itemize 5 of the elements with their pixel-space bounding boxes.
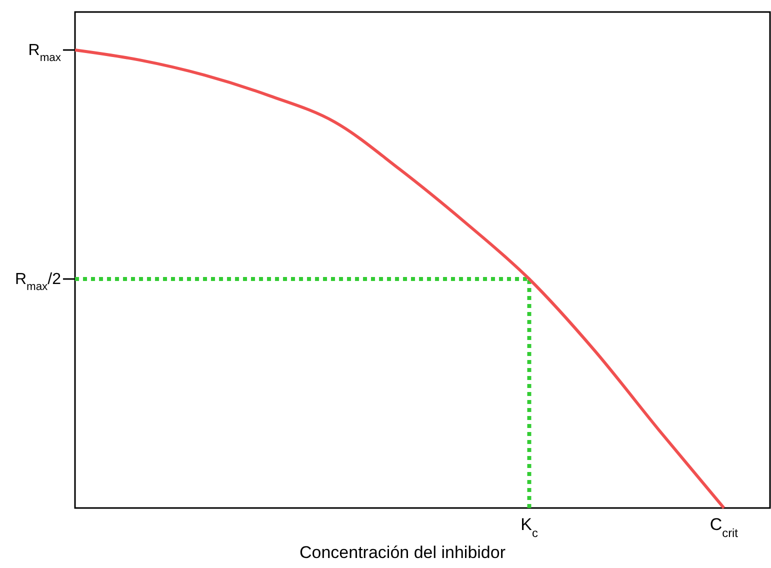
text: R$_{max}$ <box>28 42 62 64</box>
ref-line-label: R$_{max}$/2 <box>14 271 62 293</box>
x-tick-label: C$_{crit}$ <box>710 515 739 540</box>
x-axis-title: Concentración del inhibidor <box>299 543 506 562</box>
x-tick-label: K$_{c}$ <box>520 515 538 540</box>
